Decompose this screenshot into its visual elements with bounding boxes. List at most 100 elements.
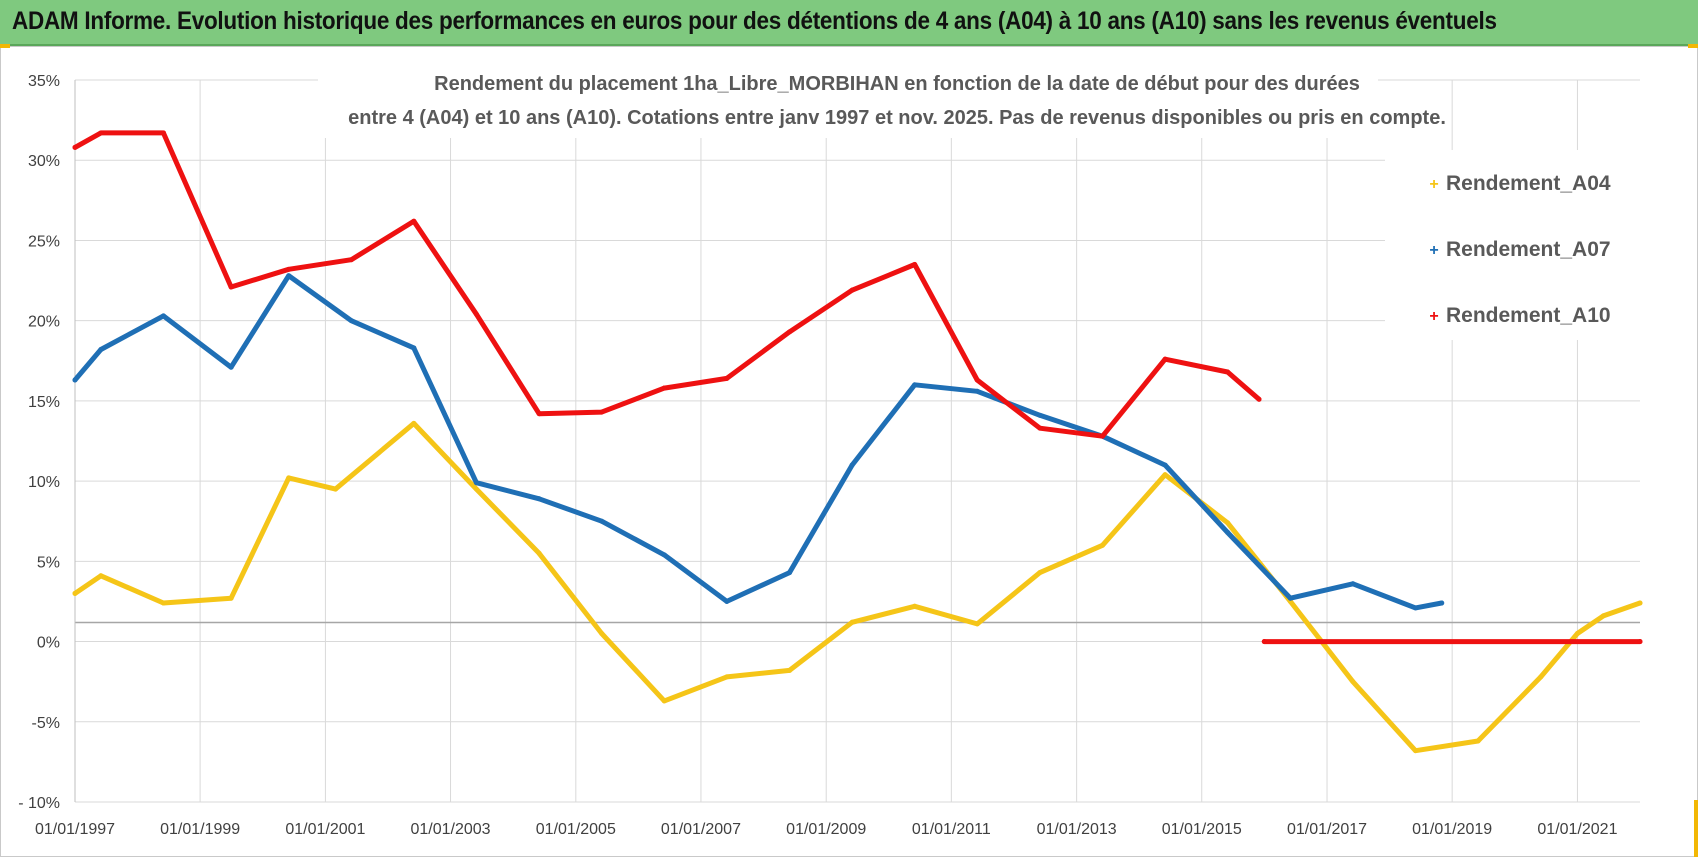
data-point — [912, 603, 918, 609]
data-point — [1439, 600, 1445, 606]
data-point — [1637, 600, 1643, 606]
data-point — [286, 266, 292, 272]
series-line-rendement-a07 — [72, 273, 1445, 611]
data-point — [724, 375, 730, 381]
chart-title-line1: Rendement du placement 1ha_Libre_MORBIHA… — [434, 73, 1360, 95]
y-tick-label: 0% — [37, 635, 60, 652]
data-point — [228, 284, 234, 290]
data-point — [974, 388, 980, 394]
data-point — [473, 480, 479, 486]
data-point — [72, 377, 78, 383]
legend: + Rendement_A04 + Rendement_A07 + Rendement_A… — [1385, 150, 1640, 340]
y-tick-label: - 10% — [18, 795, 60, 812]
data-point — [787, 570, 793, 576]
x-tick-label: 01/01/2007 — [661, 821, 741, 838]
data-point — [1037, 425, 1043, 431]
data-point — [98, 347, 104, 353]
data-point — [1574, 631, 1580, 637]
data-point — [411, 420, 417, 426]
legend-label: Rendement_A07 — [1446, 238, 1611, 261]
data-point — [473, 311, 479, 317]
x-tick-label: 01/01/2015 — [1162, 821, 1242, 838]
chart-title-line2: entre 4 (A04) et 10 ans (A10). Cotations… — [348, 107, 1446, 129]
data-point — [72, 144, 78, 150]
data-point — [1538, 674, 1544, 680]
data-point — [98, 130, 104, 136]
data-point — [1162, 462, 1168, 468]
data-point — [787, 667, 793, 673]
legend-marker: + — [1429, 242, 1438, 259]
data-point — [1261, 639, 1267, 645]
x-tick-label: 01/01/1997 — [35, 821, 115, 838]
y-tick-label: 5% — [37, 554, 60, 571]
y-tick-label: -5% — [32, 715, 60, 732]
legend-box — [1385, 150, 1640, 340]
data-point — [1475, 738, 1481, 744]
series-lines — [72, 130, 1643, 754]
series-line-rendement-a04 — [72, 420, 1643, 754]
data-point — [536, 496, 542, 502]
chart-title-box — [318, 66, 1378, 138]
corner-marker — [1694, 800, 1698, 857]
data-point — [1225, 529, 1231, 535]
data-point — [1350, 581, 1356, 587]
header-banner: ADAM Informe. Evolution historique des p… — [0, 0, 1698, 46]
data-point — [1256, 396, 1262, 402]
data-point — [599, 409, 605, 415]
data-point — [536, 411, 542, 417]
data-point — [160, 313, 166, 319]
data-point — [1225, 369, 1231, 375]
x-tick-label: 01/01/1999 — [160, 821, 240, 838]
data-point — [599, 518, 605, 524]
data-point — [1637, 639, 1643, 645]
x-tick-label: 01/01/2017 — [1287, 821, 1367, 838]
data-point — [1225, 520, 1231, 526]
data-point — [849, 287, 855, 293]
data-point — [787, 329, 793, 335]
data-point — [333, 486, 339, 492]
y-tick-label: 30% — [28, 153, 60, 170]
y-tick-label: 20% — [28, 314, 60, 331]
axes: - 10% -5% 0% 5% 10% 15% 20% 25% 30% 35% 01/01/1997… — [18, 73, 1640, 838]
data-point — [160, 130, 166, 136]
data-point — [1100, 433, 1106, 439]
data-point — [599, 631, 605, 637]
corner-marker — [0, 44, 10, 48]
data-point — [974, 621, 980, 627]
data-point — [286, 475, 292, 481]
data-point — [974, 377, 980, 383]
x-tick-label: 01/01/2009 — [786, 821, 866, 838]
x-tick-label: 01/01/2021 — [1537, 821, 1617, 838]
y-tick-label: 35% — [28, 73, 60, 90]
data-point — [348, 318, 354, 324]
y-tick-label: 25% — [28, 233, 60, 250]
data-point — [724, 598, 730, 604]
data-point — [536, 550, 542, 556]
data-point — [912, 382, 918, 388]
data-point — [1600, 613, 1606, 619]
data-point — [1162, 472, 1168, 478]
legend-label: Rendement_A10 — [1446, 304, 1611, 327]
legend-label: Rendement_A04 — [1446, 172, 1611, 195]
banner-title: ADAM Informe. Evolution historique des p… — [12, 7, 1497, 35]
series-line-rendement-a10 — [72, 130, 1262, 439]
x-tick-label: 01/01/2011 — [912, 821, 991, 838]
chart-title-background — [318, 66, 1378, 138]
y-tick-label: 15% — [28, 394, 60, 411]
data-point — [160, 600, 166, 606]
x-tick-label: 01/01/2001 — [285, 821, 365, 838]
data-point — [411, 218, 417, 224]
data-point — [661, 385, 667, 391]
data-point — [724, 674, 730, 680]
corner-marker — [1688, 44, 1698, 48]
data-point — [228, 595, 234, 601]
data-point — [661, 698, 667, 704]
grid-lines — [74, 79, 1640, 803]
data-point — [912, 262, 918, 268]
data-point — [1162, 356, 1168, 362]
data-point — [661, 552, 667, 558]
data-point — [473, 486, 479, 492]
legend-marker: + — [1429, 308, 1438, 325]
y-tick-label: 10% — [28, 474, 60, 491]
